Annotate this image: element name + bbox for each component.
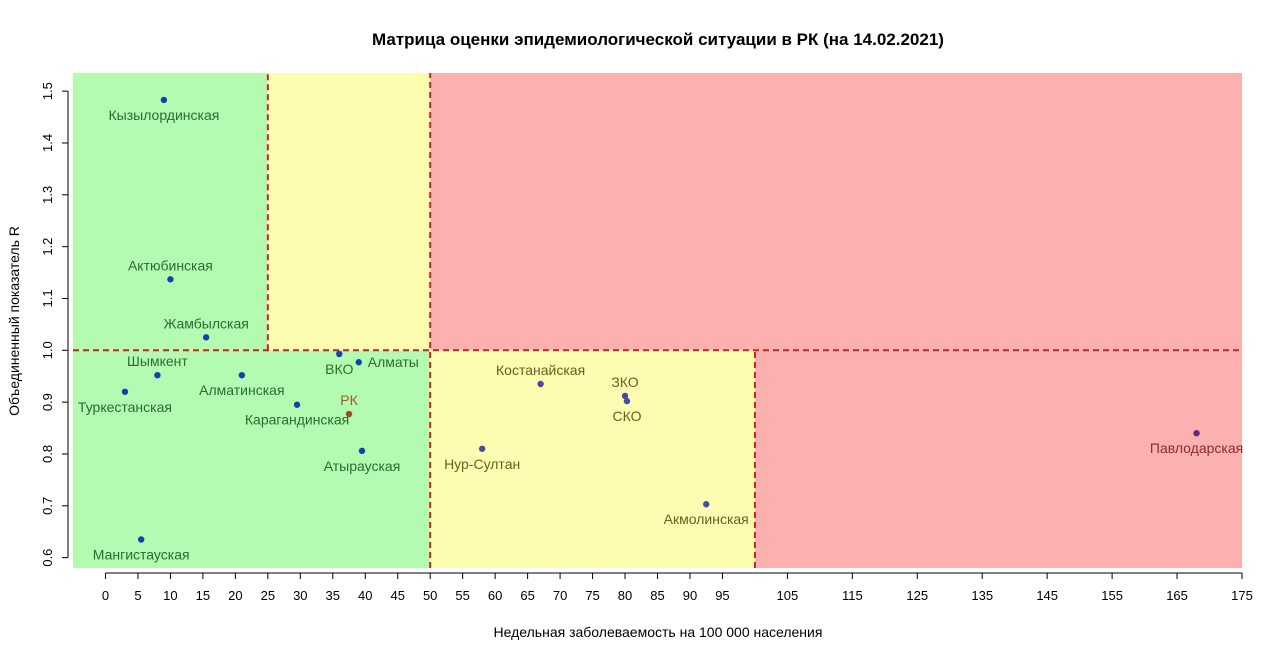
x-tick-label: 115 (842, 588, 863, 603)
data-point (167, 276, 174, 283)
x-axis-label: Недельная заболеваемость на 100 000 насе… (494, 624, 823, 640)
x-tick-label: 80 (618, 588, 632, 603)
data-point (336, 350, 343, 358)
data-point-label: ЗКО (611, 374, 638, 390)
x-tick-label: 165 (1166, 588, 1188, 603)
data-point-label: Нур-Султан (444, 456, 520, 472)
y-tick-label: 1.1 (40, 289, 55, 307)
y-axis-label: Объединенный показатель R (6, 226, 22, 416)
data-point (238, 371, 246, 379)
x-tick-label: 145 (1036, 588, 1058, 603)
data-point-label: Мангистауская (93, 546, 190, 562)
x-tick-label: 0 (102, 588, 109, 603)
data-point-label: Алматинская (199, 382, 284, 398)
x-tick-label: 95 (715, 588, 729, 603)
data-point (478, 445, 486, 452)
data-point (345, 410, 353, 418)
data-point-label: Павлодарская (1150, 440, 1243, 456)
data-point-label: Жамбылская (163, 315, 248, 331)
x-axis: 0 5 10 15 20 25 30 35 40 45 50 55 60 65 70 75 80 85 90 95 10… (102, 572, 1253, 603)
data-point (621, 392, 629, 400)
zone-1 (73, 73, 268, 351)
x-tick-label: 125 (906, 588, 928, 603)
x-tick-label: 155 (1101, 588, 1123, 603)
data-point-label: Атырауская (324, 458, 401, 474)
data-point-label: СКО (612, 408, 641, 424)
x-tick-label: 175 (1231, 588, 1253, 603)
y-tick-label: 0.7 (40, 497, 55, 515)
y-tick-label: 0.8 (40, 445, 55, 463)
x-tick-label: 15 (196, 588, 210, 603)
threshold-lines (73, 73, 1242, 568)
zone-2 (267, 73, 431, 351)
data-point-label: Шымкент (127, 353, 188, 369)
x-tick-label: 25 (261, 588, 275, 603)
data-point-labels: Кызылординская Актюбинская Жамбылская ВКО Ал… (78, 107, 1243, 563)
data-point (154, 371, 161, 379)
x-tick-label: 105 (777, 588, 799, 603)
y-tick-label: 0.9 (40, 393, 55, 411)
data-point-label: РК (340, 392, 358, 408)
y-tick-label: 1.4 (40, 134, 55, 152)
data-point-label: ВКО (325, 361, 353, 377)
data-point-label: Кызылординская (109, 107, 220, 123)
data-point-label: Акмолинская (664, 511, 749, 527)
y-tick-label: 1.5 (40, 82, 55, 100)
x-tick-label: 45 (390, 588, 404, 603)
zone-5 (430, 350, 755, 568)
x-tick-label: 5 (134, 588, 141, 603)
data-point (537, 380, 544, 388)
x-tick-label: 85 (650, 588, 664, 603)
y-tick-label: 0.6 (40, 549, 55, 567)
y-tick-label: 1.3 (40, 186, 55, 204)
y-axis: 0.6 0.7 0.8 0.9 1.0 1.1 1.2 1.3 1.4 1.5 (40, 82, 69, 567)
zone-3 (430, 73, 1242, 351)
data-point (355, 359, 362, 366)
x-tick-label: 50 (423, 588, 437, 603)
data-point (703, 501, 710, 508)
data-point-label: Туркестанская (78, 399, 172, 415)
x-tick-label: 20 (228, 588, 242, 603)
x-tick-label: 70 (553, 588, 567, 603)
zone-6 (754, 350, 1242, 568)
x-tick-label: 135 (971, 588, 993, 603)
data-point (137, 536, 145, 543)
data-point-label: Актюбинская (128, 257, 213, 273)
data-point-label: Алматы (368, 354, 419, 370)
data-point (1193, 430, 1200, 437)
data-point-label: Костанайская (496, 362, 585, 378)
y-tick-label: 1.2 (40, 238, 55, 256)
x-tick-label: 90 (683, 588, 697, 603)
x-tick-label: 40 (358, 588, 372, 603)
data-point (293, 401, 301, 408)
chart-title: Матрица оценки эпидемиологической ситуац… (372, 30, 944, 49)
data-point-label: Карагандинская (245, 412, 349, 428)
data-point (358, 447, 366, 455)
data-point (121, 388, 129, 395)
x-tick-label: 60 (488, 588, 502, 603)
zone-4 (73, 350, 431, 568)
x-tick-label: 30 (293, 588, 307, 603)
data-point (623, 397, 631, 405)
y-tick-label: 1.0 (40, 341, 55, 359)
x-tick-label: 35 (326, 588, 340, 603)
x-tick-label: 10 (163, 588, 177, 603)
data-point (202, 334, 210, 341)
x-tick-label: 55 (455, 588, 469, 603)
data-point (160, 96, 168, 104)
x-tick-label: 65 (520, 588, 534, 603)
x-tick-label: 75 (585, 588, 599, 603)
risk-zones (73, 73, 1242, 568)
data-points (121, 96, 1200, 543)
